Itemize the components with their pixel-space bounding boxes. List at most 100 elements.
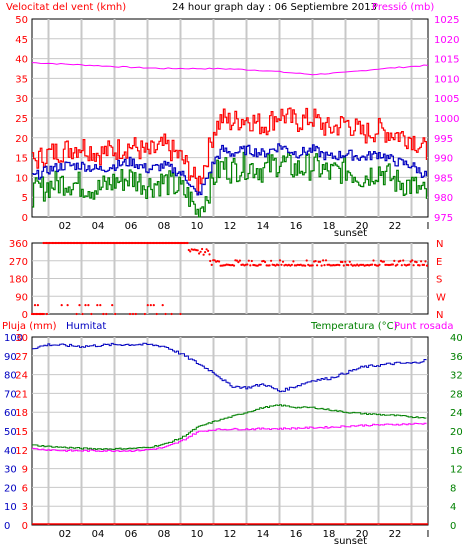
- direction-point: [213, 259, 216, 262]
- rain-tick-label: 9: [22, 465, 28, 476]
- pressure-tick-label: 1025: [434, 15, 459, 26]
- direction-tick-label: 0: [22, 310, 28, 321]
- wind-tick-label: 10: [15, 173, 28, 184]
- temperature-tick-label: 24: [450, 408, 463, 419]
- direction-point: [415, 261, 418, 264]
- humidity-line: [32, 342, 427, 393]
- humidity-tick-label: 100: [4, 333, 23, 344]
- x-tick-label-3: 18: [323, 529, 336, 540]
- rain-tick-label: 18: [15, 408, 28, 419]
- x-tick-label-3: 06: [125, 529, 138, 540]
- wind-series-line: [32, 107, 427, 195]
- x-tick-label-3: 02: [59, 529, 72, 540]
- direction-point: [420, 260, 423, 263]
- compass-tick-label: E: [436, 257, 442, 268]
- direction-point: [152, 304, 155, 307]
- direction-point: [304, 264, 307, 267]
- wind-tick-label: 40: [15, 55, 28, 66]
- wind-tick-label: 30: [15, 94, 28, 105]
- direction-point: [292, 260, 295, 263]
- compass-tick-label: S: [436, 275, 442, 286]
- direction-point: [378, 263, 381, 266]
- pressure-tick-label: 980: [434, 193, 453, 204]
- direction-point: [96, 304, 99, 307]
- x-tick-label-3: 14: [257, 529, 270, 540]
- direction-point: [209, 259, 212, 263]
- direction-point: [348, 260, 351, 263]
- direction-point: [322, 259, 325, 262]
- wind-tick-label: 0: [22, 213, 28, 224]
- direction-point: [189, 250, 192, 253]
- direction-point: [143, 312, 146, 316]
- direction-point: [319, 260, 322, 263]
- direction-point: [99, 304, 102, 307]
- direction-point: [205, 248, 208, 251]
- direction-point: [207, 249, 210, 252]
- rain-tick-label: 15: [15, 427, 28, 438]
- x-tick-label-3: 10: [191, 529, 204, 540]
- temperature-tick-label: 4: [450, 502, 456, 513]
- temperature-tick-label: 40: [450, 333, 463, 344]
- humidity-tick-label: 40: [4, 446, 17, 457]
- direction-point: [196, 249, 199, 252]
- x-tick-label-1: 04: [92, 221, 105, 232]
- humidity-axis-label: Humitat: [66, 321, 106, 332]
- direction-point: [323, 264, 326, 267]
- temperature-tick-label: 16: [450, 446, 463, 457]
- direction-point: [391, 263, 394, 266]
- x-tick-label-3: 12: [224, 529, 237, 540]
- direction-point: [146, 304, 149, 307]
- rain-tick-label: 30: [15, 333, 28, 344]
- direction-point: [39, 312, 43, 316]
- humidity-tick-label: 90: [4, 352, 17, 363]
- direction-point: [161, 304, 164, 307]
- temperature-tick-label: 20: [450, 427, 463, 438]
- direction-point: [179, 312, 182, 316]
- wind-tick-label: 20: [15, 134, 28, 145]
- direction-point: [424, 260, 427, 263]
- direction-point: [281, 260, 285, 263]
- direction-point: [268, 264, 271, 267]
- direction-point: [270, 259, 273, 262]
- rain-tick-label: 12: [15, 446, 28, 457]
- direction-point: [90, 312, 93, 316]
- temperature-tick-label: 0: [450, 521, 456, 532]
- direction-point: [199, 250, 202, 253]
- rain-tick-label: 6: [22, 483, 28, 494]
- direction-point: [280, 263, 283, 266]
- direction-point: [347, 264, 350, 267]
- direction-point: [237, 261, 240, 264]
- direction-point: [305, 259, 308, 262]
- direction-point: [164, 312, 167, 316]
- dewpoint-axis-label: Punt rosada: [394, 321, 453, 332]
- direction-point: [382, 260, 385, 263]
- wind-tick-label: 15: [15, 154, 28, 165]
- pressure-tick-label: 985: [434, 173, 453, 184]
- x-tick-label-1: 14: [257, 221, 270, 232]
- rain-axis-label: Pluja (mm): [2, 321, 57, 332]
- sunset-label-3: sunset: [334, 536, 367, 547]
- direction-point: [400, 264, 403, 267]
- direction-tick-label: 270: [9, 257, 28, 268]
- direction-point: [247, 259, 250, 262]
- humidity-tick-label: 0: [4, 521, 10, 532]
- pressure-tick-label: 990: [434, 154, 453, 165]
- humidity-tick-label: 30: [4, 465, 17, 476]
- wind-axis-label: Velocitat del vent (kmh): [6, 2, 126, 13]
- direction-point: [249, 264, 252, 267]
- direction-point: [45, 312, 49, 316]
- pressure-tick-label: 1010: [434, 74, 459, 85]
- direction-point: [186, 241, 189, 245]
- direction-point: [396, 263, 399, 266]
- x-tick-end-3: I: [427, 529, 430, 540]
- humidity-tick-label: 50: [4, 427, 17, 438]
- x-tick-label-1: 16: [290, 221, 303, 232]
- temperature-tick-label: 8: [450, 483, 456, 494]
- x-tick-label-3: 16: [290, 529, 303, 540]
- rain-tick-label: 3: [22, 502, 28, 513]
- direction-point: [87, 304, 90, 307]
- x-tick-label-1: 10: [191, 221, 204, 232]
- rain-tick-label: 21: [15, 389, 28, 400]
- direction-point: [393, 259, 396, 262]
- humidity-tick-label: 70: [4, 389, 17, 400]
